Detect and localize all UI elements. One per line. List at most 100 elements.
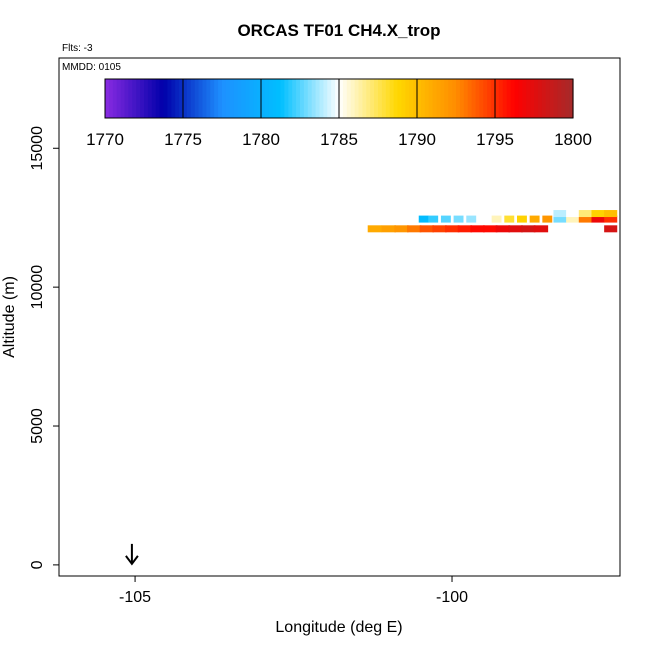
colorbar-swatch — [432, 79, 438, 118]
colorbar-swatch — [167, 79, 172, 118]
colorbar-swatch — [491, 79, 496, 118]
data-cell — [466, 215, 477, 223]
data-cell — [578, 215, 592, 223]
data-cell — [578, 210, 592, 218]
data-cell — [553, 210, 567, 218]
colorbar-swatch — [323, 79, 328, 118]
colorbar-swatch — [229, 79, 235, 118]
colorbar-swatch — [276, 79, 282, 118]
plot-frame — [58, 57, 621, 577]
data-cell — [453, 215, 464, 223]
data-cell — [508, 225, 523, 233]
data-cell — [419, 225, 435, 233]
y-axis: 0 5000 10000 15000 — [29, 126, 59, 569]
colorbar-swatch — [381, 79, 387, 118]
y-tick-label: 15000 — [29, 126, 46, 171]
colorbar-swatch — [385, 79, 391, 118]
date-label: MMDD: 0105 — [62, 62, 121, 73]
colorbar-swatch — [549, 79, 555, 118]
colorbar-swatch — [249, 79, 254, 118]
colorbar-swatch — [397, 79, 402, 118]
colorbar-swatch — [190, 79, 196, 118]
data-cell — [445, 225, 460, 233]
colorbar-swatch — [261, 79, 266, 118]
colorbar-swatch — [530, 79, 535, 118]
colorbar-swatch — [436, 79, 441, 118]
y-tick-label: 10000 — [29, 265, 46, 310]
colorbar-tick-label: 1775 — [164, 130, 202, 149]
y-axis-label: Altitude (m) — [1, 276, 18, 358]
data-cell — [516, 215, 527, 223]
colorbar-tick-label: 1800 — [554, 130, 592, 149]
colorbar-swatch — [241, 79, 246, 118]
colorbar-swatch — [553, 79, 558, 118]
colorbar-swatch — [327, 79, 332, 118]
colorbar-swatch — [307, 79, 313, 118]
data-cell — [491, 215, 502, 223]
colorbar-swatch — [179, 79, 184, 118]
data-cell — [432, 225, 447, 233]
colorbar-swatch — [288, 79, 293, 118]
colorbar-swatch — [128, 79, 133, 118]
data-cell — [470, 225, 485, 233]
colorbar-tick-label: 1785 — [320, 130, 358, 149]
colorbar-swatch — [214, 79, 219, 118]
data-cell — [542, 215, 553, 223]
data-cell — [407, 225, 422, 233]
colorbar-swatch — [502, 79, 508, 118]
colorbar-swatch — [210, 79, 215, 118]
colorbar-swatch — [296, 79, 301, 118]
colorbar-swatch — [300, 79, 305, 118]
colorbar-swatch — [253, 79, 258, 118]
y-tick-label: 0 — [29, 560, 46, 569]
colorbar-swatch — [147, 79, 153, 118]
colorbar-swatch — [456, 79, 461, 118]
colorbar-swatch — [136, 79, 141, 118]
colorbar-tick-label: 1795 — [476, 130, 514, 149]
colorbar-swatch — [163, 79, 168, 118]
data-cell — [418, 215, 429, 223]
data-cell — [495, 225, 511, 233]
data-cell — [604, 215, 618, 223]
colorbar-swatch — [561, 79, 566, 118]
colorbar-swatch — [366, 79, 371, 118]
x-tick-label: -105 — [119, 589, 151, 606]
colorbar-swatch — [409, 79, 414, 118]
colorbar-swatch — [105, 79, 110, 118]
colorbar-swatch — [350, 79, 356, 118]
data-cell — [381, 225, 396, 233]
colorbar-swatch — [534, 79, 539, 118]
data-cell — [440, 215, 451, 223]
colorbar-swatch — [537, 79, 543, 118]
colorbar-swatch — [233, 79, 239, 118]
colorbar-swatch — [413, 79, 418, 118]
colorbar-swatch — [463, 79, 469, 118]
colorbar-swatch — [280, 79, 285, 118]
colorbar-swatch — [346, 79, 352, 118]
colorbar-swatch — [393, 79, 399, 118]
data-cell — [604, 225, 618, 233]
x-axis: -105 -100 — [119, 576, 468, 606]
colorbar-swatch — [132, 79, 137, 118]
colorbar-swatch — [272, 79, 278, 118]
colorbar-swatch — [378, 79, 383, 118]
data-cell — [553, 215, 567, 223]
colorbar-swatch — [498, 79, 504, 118]
data-cell — [504, 215, 515, 223]
data-cell — [591, 210, 605, 218]
x-tick-label: -100 — [436, 589, 468, 606]
colorbar-swatch — [479, 79, 484, 118]
colorbar-swatch — [120, 79, 126, 118]
colorbar-swatch — [116, 79, 122, 118]
colorbar-swatch — [459, 79, 465, 118]
colorbar-swatch — [268, 79, 274, 118]
data-cell — [367, 225, 383, 233]
data-cell — [604, 210, 618, 218]
colorbar-swatch — [264, 79, 270, 118]
colorbar-swatch — [514, 79, 519, 118]
colorbar-swatch — [342, 79, 348, 118]
data-cell — [521, 225, 536, 233]
data-cell — [566, 215, 580, 223]
chart-title: ORCAS TF01 CH4.X_trop — [237, 21, 440, 40]
